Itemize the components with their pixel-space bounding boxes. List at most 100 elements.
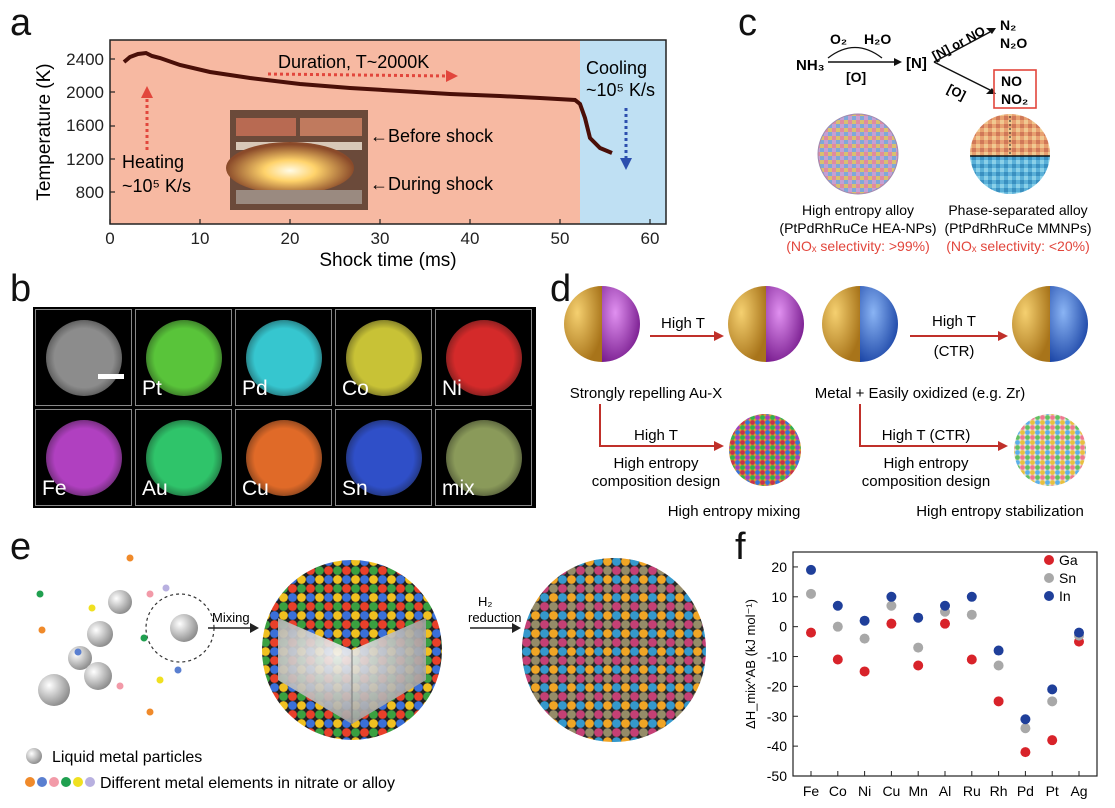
n-or-no-label: [N] or NO — [930, 23, 988, 63]
element-map-tile: Co — [335, 309, 432, 406]
heating-label: Heating — [122, 152, 184, 172]
hea-sphere — [817, 113, 899, 195]
sphere-au-x-after — [728, 286, 804, 362]
data-point-ga — [1047, 735, 1058, 746]
panel-a-plot: 2400 2000 1600 1200 800 0 10 20 30 40 50… — [34, 39, 667, 271]
element-map-tile: Sn — [335, 409, 432, 506]
panel-label-d: d — [550, 268, 572, 310]
element-map-label: Pd — [242, 377, 268, 400]
arrow-lower-right — [859, 404, 1000, 447]
x-tick-label: Al — [939, 783, 951, 799]
x-tick-label: Ni — [858, 783, 871, 799]
liquid-particle — [68, 646, 92, 670]
data-point-in — [832, 600, 843, 611]
liquid-particle — [38, 674, 70, 706]
xtick-40: 40 — [461, 229, 480, 248]
element-map-label: Sn — [342, 477, 368, 500]
data-point-sn — [1020, 723, 1031, 734]
cooling-region — [580, 40, 666, 224]
sphere-metal-oxide-after — [1012, 286, 1088, 362]
stabilization-caption: High entropy stabilization — [916, 503, 1084, 520]
phase-separated-sphere — [970, 114, 1050, 194]
sphere-high-entropy-stabilization — [1014, 414, 1086, 486]
nox-box — [993, 69, 1037, 109]
mixing-label: Mixing — [212, 610, 250, 625]
lower-right-design-2: composition design — [862, 473, 990, 490]
data-point-sn — [913, 642, 924, 653]
y-tick-label: -20 — [767, 678, 787, 694]
temperature-curve — [122, 50, 613, 155]
legend-label-sn: Sn — [1059, 570, 1076, 586]
duration-label: Duration, T~2000K — [278, 52, 429, 72]
y-tick-label: 0 — [779, 619, 787, 635]
metal-oxidized-caption: Metal + Easily oxidized (e.g. Zr) — [815, 385, 1026, 402]
data-point-ga — [886, 618, 897, 629]
panel-label-e: e — [10, 526, 32, 568]
element-map-particle — [246, 320, 322, 396]
elements-legend-icon — [25, 777, 95, 787]
data-point-sn — [1047, 696, 1058, 707]
element-map-tile: Pd — [235, 309, 332, 406]
axis-ylabel: Temperature (K) — [34, 63, 55, 200]
mmnp-title: Phase-separated alloy — [948, 202, 1087, 218]
nh3-label: NH₃ — [796, 57, 825, 74]
element-map-label: Pt — [142, 377, 162, 400]
au-x-caption: Strongly repelling Au-X — [570, 385, 723, 402]
mixing-caption: High entropy mixing — [668, 503, 801, 520]
legend-marker-ga — [1044, 555, 1054, 565]
liquid-legend-label: Liquid metal particles — [52, 749, 202, 766]
duration-arrow — [267, 72, 449, 78]
panel-label-a: a — [10, 2, 32, 44]
data-point-in — [913, 612, 924, 623]
element-map-particle — [46, 420, 122, 496]
element-map-particle — [246, 420, 322, 496]
ctr-label: (CTR) — [934, 343, 975, 360]
o-bracket-label: [O] — [846, 69, 866, 85]
element-map-particle — [346, 420, 422, 496]
y-tick-label: -10 — [767, 649, 787, 665]
ytick-2400: 2400 — [66, 50, 104, 69]
high-t-label-1: High T — [661, 315, 705, 332]
element-map-label: Ni — [442, 377, 462, 400]
reduction-label: reduction — [468, 610, 521, 625]
cooling-rate: ~10⁵ K/s — [586, 80, 655, 100]
data-point-ga — [859, 666, 870, 677]
data-point-ga — [1020, 747, 1031, 758]
data-point-sn — [886, 600, 897, 611]
element-map-tile: Fe — [35, 409, 132, 506]
element-map-particle — [146, 420, 222, 496]
x-tick-label: Pt — [1046, 783, 1059, 799]
liquid-particle — [87, 621, 113, 647]
element-map-particle — [146, 320, 222, 396]
data-point-ga — [806, 627, 816, 638]
hea-selectivity: (NOₓ selectivity: >99%) — [786, 238, 929, 254]
xtick-50: 50 — [551, 229, 570, 248]
no2-label: NO₂ — [1001, 91, 1028, 107]
data-point-sn — [832, 621, 843, 632]
legend-marker-sn — [1044, 573, 1054, 583]
arrow-lower-left — [599, 404, 716, 447]
cooling-label: Cooling — [586, 58, 647, 78]
xtick-60: 60 — [641, 229, 660, 248]
x-tick-label: Fe — [803, 783, 820, 799]
element-map-tile — [35, 309, 132, 406]
y-tick-label: -40 — [767, 738, 787, 754]
panel-f-chart: 20 10 0 -10 -20 -30 -40 -50 Fe Co Ni Cu Mn Al Ru Rh Pd Pt… — [743, 551, 1098, 799]
ytick-1200: 1200 — [66, 150, 104, 169]
data-point-ga — [966, 654, 977, 665]
n2o-label: N₂O — [1000, 35, 1027, 51]
x-tick-label: Mn — [908, 783, 927, 799]
n2-label: N₂ — [1000, 17, 1016, 33]
mmnp-subtitle: (PtPdRhRuCe MMNPs) — [944, 220, 1091, 236]
data-point-in — [1074, 627, 1084, 638]
data-point-in — [993, 645, 1004, 656]
y-axis-label: ΔH_mix^AB (kJ mol⁻¹) — [743, 599, 758, 729]
elements-legend-label: Different metal elements in nitrate or a… — [100, 775, 395, 792]
scale-bar — [98, 374, 124, 379]
panel-label-f: f — [735, 526, 746, 568]
data-point-in — [859, 615, 870, 626]
lower-left-design-2: composition design — [592, 473, 720, 490]
lower-right-design-1: High entropy — [883, 455, 969, 472]
hea-subtitle: (PtPdRhRuCe HEA-NPs) — [779, 220, 936, 236]
axis-xlabel: Shock time (ms) — [319, 250, 456, 271]
